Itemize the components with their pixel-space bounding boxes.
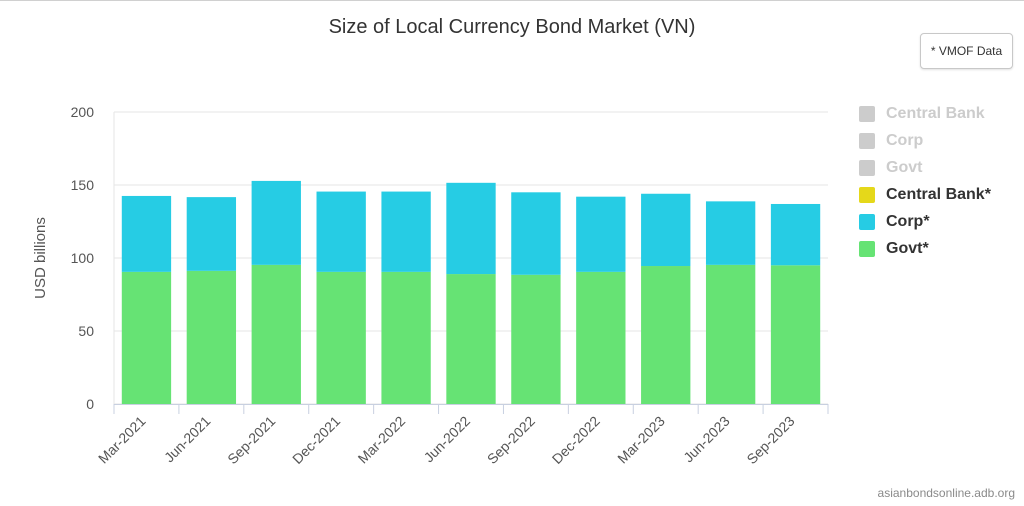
bar-corp[interactable] — [641, 193, 691, 267]
legend: Central Bank Corp Govt Central Bank* Corp* Go… — [859, 100, 991, 262]
bar-govt[interactable] — [705, 264, 756, 404]
x-tick-label: Mar-2022 — [355, 413, 409, 467]
bar-corp[interactable] — [511, 192, 561, 275]
bar-govt[interactable] — [251, 264, 301, 404]
x-tick-label: Mar-2023 — [614, 413, 668, 467]
legend-label: Corp* — [886, 212, 930, 230]
x-tick-label: Dec-2022 — [549, 413, 603, 467]
legend-item-central-bank[interactable]: Central Bank — [859, 100, 991, 127]
bar-corp[interactable] — [316, 191, 366, 272]
legend-item-central-bank-star[interactable]: Central Bank* — [859, 181, 991, 208]
vmof-data-button[interactable]: * VMOF Data — [920, 33, 1013, 69]
legend-label: Central Bank — [886, 104, 985, 122]
y-tick-label: 100 — [71, 250, 95, 266]
x-tick-label: Sep-2021 — [224, 413, 278, 467]
x-tick-label: Sep-2022 — [484, 413, 538, 467]
chart-title: Size of Local Currency Bond Market (VN) — [328, 16, 696, 38]
legend-swatch — [859, 186, 875, 203]
y-axis-label: USD billions — [32, 217, 49, 299]
x-tick-label: Mar-2021 — [95, 413, 149, 467]
y-tick-label: 150 — [71, 177, 95, 193]
bar-govt[interactable] — [316, 271, 366, 404]
y-tick-label: 50 — [78, 323, 94, 339]
bar-corp[interactable] — [381, 191, 431, 272]
bar-corp[interactable] — [446, 182, 496, 275]
x-tick-label: Jun-2022 — [421, 413, 474, 466]
legend-item-govt[interactable]: Govt — [859, 154, 991, 181]
bar-corp[interactable] — [251, 180, 301, 265]
legend-swatch — [859, 132, 875, 149]
legend-item-govt-star[interactable]: Govt* — [859, 235, 991, 262]
bar-corp[interactable] — [705, 201, 756, 265]
bar-govt[interactable] — [446, 274, 496, 404]
bar-series — [121, 180, 821, 404]
y-tick-label: 200 — [71, 104, 95, 120]
bar-corp[interactable] — [121, 195, 172, 272]
bar-govt[interactable] — [381, 271, 431, 404]
bar-govt[interactable] — [641, 266, 691, 404]
legend-swatch — [859, 240, 875, 257]
legend-swatch — [859, 213, 875, 230]
bar-govt[interactable] — [511, 274, 561, 404]
credit-text: asianbondsonline.adb.org — [877, 486, 1015, 500]
legend-label: Central Bank* — [886, 185, 991, 203]
bar-govt[interactable] — [121, 271, 172, 404]
legend-label: Govt — [886, 158, 923, 176]
bar-corp[interactable] — [770, 203, 821, 266]
bar-govt[interactable] — [186, 270, 237, 404]
bar-corp[interactable] — [576, 196, 626, 272]
bar-govt[interactable] — [576, 271, 626, 404]
legend-item-corp[interactable]: Corp — [859, 127, 991, 154]
bar-govt[interactable] — [770, 265, 821, 404]
x-tick-label: Jun-2023 — [680, 413, 733, 466]
legend-label: Corp — [886, 131, 924, 149]
bar-corp[interactable] — [186, 197, 237, 271]
x-tick-label: Jun-2021 — [161, 413, 214, 466]
legend-label: Govt* — [886, 239, 929, 257]
x-tick-label: Dec-2021 — [289, 413, 343, 467]
legend-swatch — [859, 105, 875, 122]
y-tick-label: 0 — [86, 396, 94, 412]
legend-item-corp-star[interactable]: Corp* — [859, 208, 991, 235]
legend-swatch — [859, 159, 875, 176]
x-tick-label: Sep-2023 — [743, 413, 797, 467]
top-border — [0, 0, 1024, 1]
